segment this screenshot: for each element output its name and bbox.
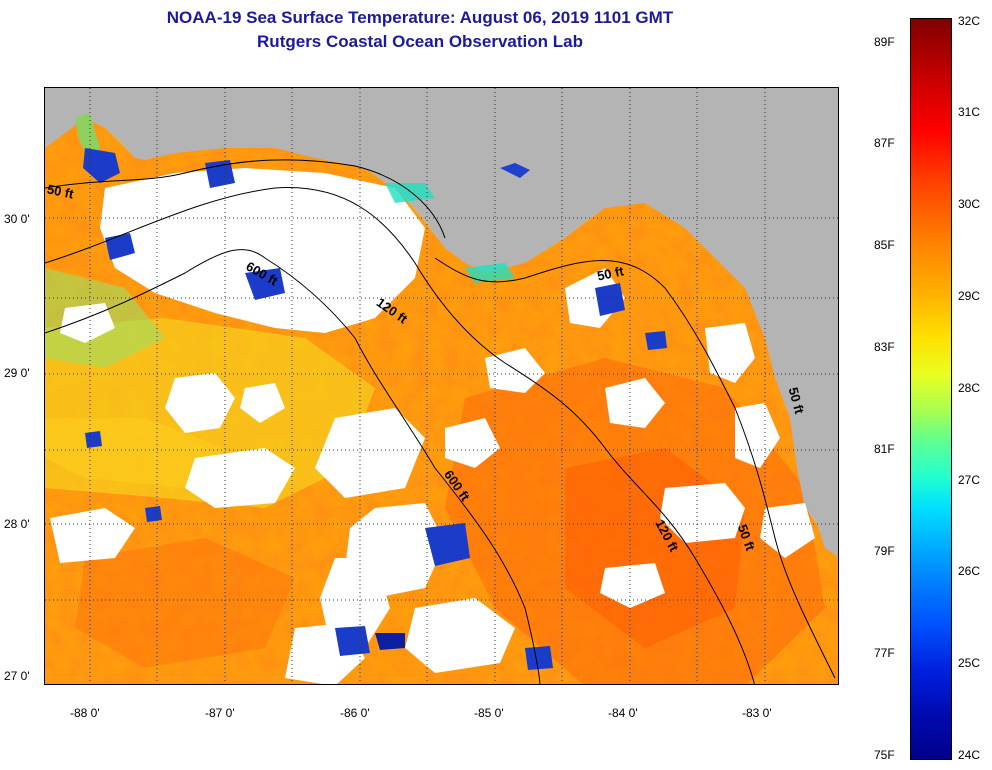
colorbar-f-label: 89F [874,35,895,49]
colorbar-f-label: 77F [874,646,895,660]
colorbar-f-label: 75F [874,748,895,762]
lon-label: -88 0' [70,706,100,720]
lon-label: -86 0' [340,706,370,720]
cool-sst-patches [83,148,667,670]
colorbar-f-label: 87F [874,136,895,150]
colorbar-f-label: 79F [874,544,895,558]
colorbar-c-label: 28C [958,381,981,395]
colorbar-f-label: 81F [874,442,895,456]
sst-map: 50 ft 600 ft 120 ft 50 ft 600 ft 120 ft … [44,87,839,685]
lon-label: -87 0' [205,706,235,720]
colorbar-c-label: 32C [958,14,981,28]
colorbar-c-label: 30C [958,197,981,211]
colorbar-c-label: 25C [958,656,981,670]
colorbar-c-label: 27C [958,473,981,487]
lon-label: -83 0' [742,706,772,720]
lat-label: 30 0' [4,212,30,226]
map-title: NOAA-19 Sea Surface Temperature: August … [166,8,674,27]
lat-label: 28 0' [4,517,30,531]
colorbar-f-label: 85F [874,238,895,252]
colorbar-c-label: 31C [958,105,981,119]
bathymetry-contours [45,159,836,684]
lat-label: 29 0' [4,366,30,380]
colorbar-c-label: 24C [958,748,981,762]
graticule [45,88,838,684]
lon-label: -85 0' [474,706,504,720]
lon-label: -84 0' [608,706,638,720]
colorbar-c-label: 29C [958,289,981,303]
colorbar-c-label: 26C [958,564,981,578]
lat-label: 27 0' [4,669,30,683]
temperature-colorbar [910,18,952,760]
cloud-cover [50,168,815,684]
map-subtitle: Rutgers Coastal Ocean Observation Lab [257,32,583,51]
land-area [45,88,838,557]
colorbar-f-label: 83F [874,340,895,354]
